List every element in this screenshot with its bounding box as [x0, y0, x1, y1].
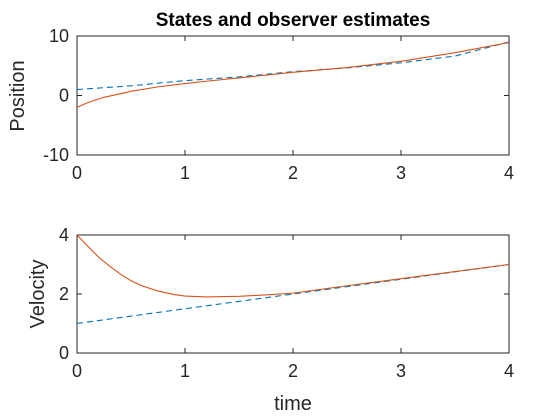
position-x-tick-label: 1: [180, 163, 190, 183]
position-series-state-line: [76, 42, 510, 108]
velocity-y-label: Velocity: [27, 260, 49, 329]
velocity-y-tick-label: 2: [59, 284, 69, 304]
position-series-estimate-line: [76, 41, 510, 91]
position-y-label: Position: [7, 60, 29, 131]
velocity-x-tick-label: 2: [288, 361, 298, 381]
position-y-tick-label: -10: [43, 145, 69, 165]
position-x-tick-label: 2: [288, 163, 298, 183]
chart-title: States and observer estimates: [156, 10, 431, 31]
velocity-y-tick-label: 4: [59, 225, 69, 245]
velocity-plot-frame: [76, 234, 510, 354]
velocity-series-state-line: [76, 234, 510, 298]
velocity-axes: 0 1 2 3 4 0 2 4: [59, 225, 514, 381]
position-x-tick-label: 0: [72, 163, 82, 183]
velocity-x-tick-label: 1: [180, 361, 190, 381]
velocity-x-tick-label: 3: [396, 361, 406, 381]
position-y-tick-label: 10: [49, 26, 69, 46]
position-y-tick-label: 0: [59, 86, 69, 106]
velocity-x-label: time: [274, 393, 312, 415]
position-x-tick-label: 3: [396, 163, 406, 183]
velocity-x-tick-label: 4: [504, 361, 514, 381]
velocity-x-tick-label: 0: [72, 361, 82, 381]
velocity-y-tick-label: 0: [59, 343, 69, 363]
position-x-tick-label: 4: [504, 163, 514, 183]
